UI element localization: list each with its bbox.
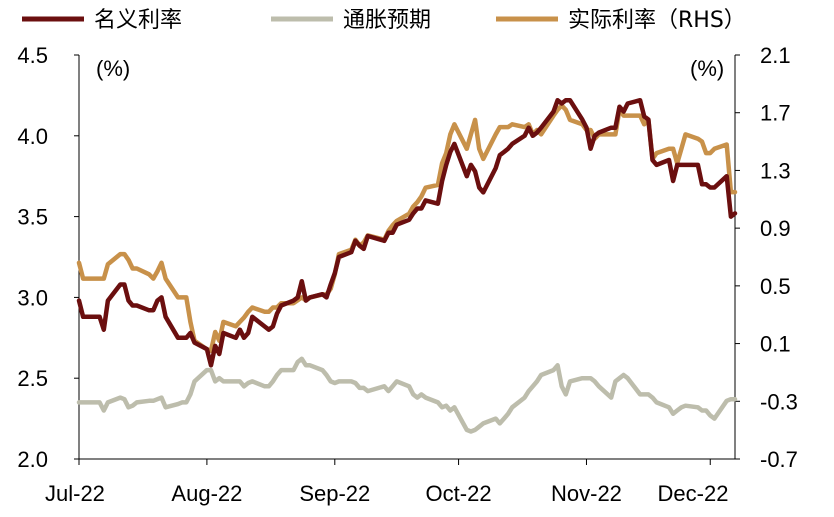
x-tick-label: Jul-22 (45, 481, 105, 506)
x-tick-label: Oct-22 (426, 481, 492, 506)
right-tick-label: -0.7 (760, 447, 798, 472)
series-line-inflation-expectation (76, 356, 738, 434)
x-tick-label: Aug-22 (171, 481, 242, 506)
x-tick-label: Nov-22 (551, 481, 622, 506)
right-tick-label: 1.7 (760, 101, 791, 126)
left-tick-label: 3.0 (17, 285, 48, 310)
left-tick-label: 2.5 (17, 366, 48, 391)
series-line-real-rate (76, 103, 738, 354)
legend-label-real-rate: 实际利率（RHS） (568, 8, 746, 33)
right-tick-label: 1.3 (760, 158, 791, 183)
legend-label-inflation-expectation: 通胀预期 (343, 8, 431, 33)
left-tick-label: 4.0 (17, 124, 48, 149)
legend: 名义利率 通胀预期 实际利率（RHS） (22, 8, 746, 33)
legend-label-nominal-rate: 名义利率 (94, 8, 182, 33)
x-axis-ticks: Jul-22 Aug-22 Sep-22 Oct-22 Nov-22 Dec-22 (45, 459, 728, 506)
right-axis-ticks: -0.7 -0.3 0.1 0.5 0.9 1.3 1.7 2.1 (735, 43, 798, 472)
left-tick-label: 3.5 (17, 205, 48, 230)
right-tick-label: 2.1 (760, 43, 791, 68)
right-tick-label: -0.3 (760, 389, 798, 414)
right-unit-label: (%) (690, 56, 724, 81)
x-tick-label: Sep-22 (299, 481, 370, 506)
series-line-nominal-rate (76, 97, 738, 368)
plot-area (76, 97, 738, 434)
right-tick-label: 0.9 (760, 216, 791, 241)
x-tick-label: Dec-22 (658, 481, 729, 506)
right-tick-label: 0.1 (760, 332, 791, 357)
left-tick-label: 4.5 (17, 43, 48, 68)
right-tick-label: 0.5 (760, 274, 791, 299)
left-tick-label: 2.0 (17, 447, 48, 472)
left-unit-label: (%) (96, 56, 130, 81)
left-axis-ticks: 2.0 2.5 3.0 3.5 4.0 4.5 (17, 43, 79, 472)
